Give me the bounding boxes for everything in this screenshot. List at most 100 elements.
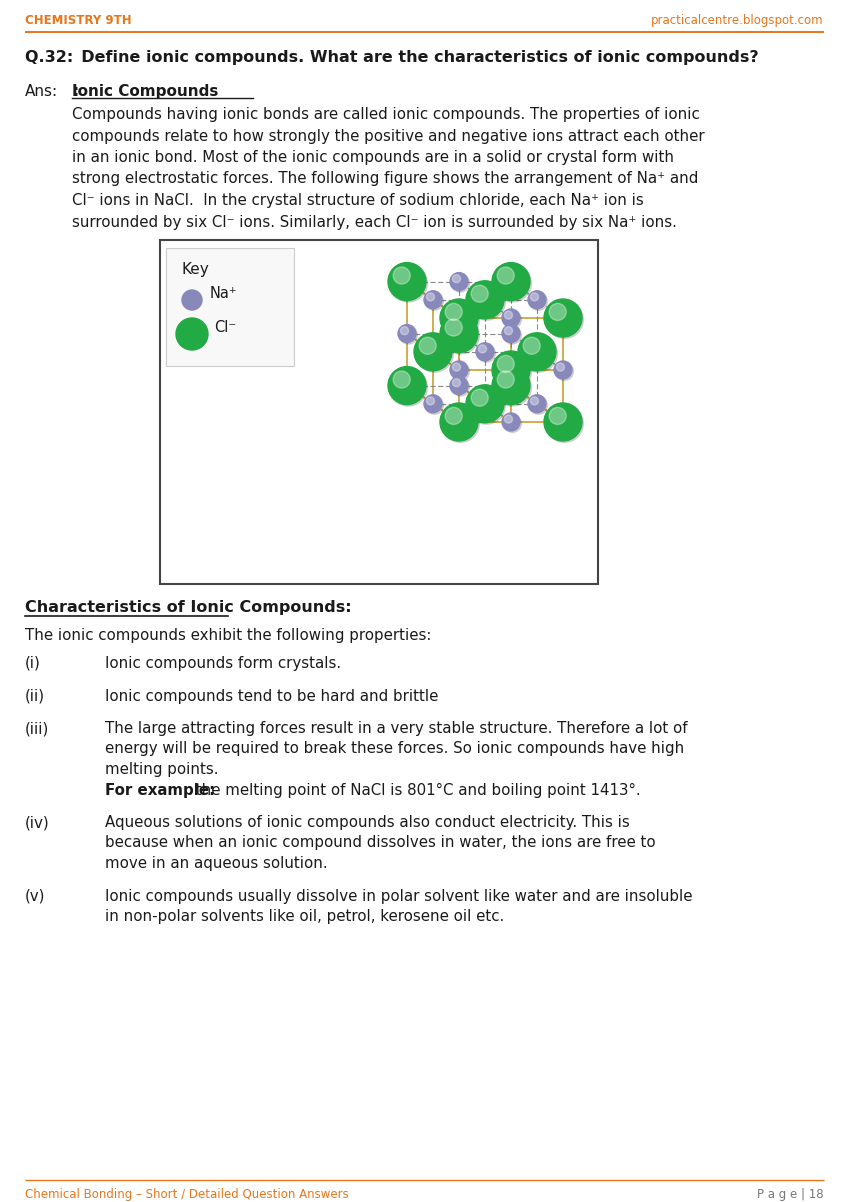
Circle shape: [398, 325, 416, 343]
Circle shape: [445, 407, 462, 424]
Circle shape: [466, 281, 504, 319]
Text: Compounds having ionic bonds are called ionic compounds. The properties of ionic: Compounds having ionic bonds are called …: [72, 107, 700, 121]
Circle shape: [466, 385, 504, 423]
Text: The ionic compounds exhibit the following properties:: The ionic compounds exhibit the followin…: [25, 627, 431, 643]
Circle shape: [440, 315, 478, 352]
Circle shape: [492, 262, 530, 300]
Circle shape: [182, 290, 202, 310]
Text: the melting point of NaCl is 801°C and boiling point 1413°.: the melting point of NaCl is 801°C and b…: [191, 783, 641, 797]
Text: practicalcentre.blogspot.com: practicalcentre.blogspot.com: [651, 14, 824, 26]
Text: Key: Key: [182, 262, 210, 276]
Circle shape: [530, 397, 548, 415]
Text: strong electrostatic forces. The following figure shows the arrangement of Na⁺ a: strong electrostatic forces. The followi…: [72, 172, 699, 186]
Circle shape: [544, 299, 582, 337]
Circle shape: [445, 303, 462, 321]
Text: Cl⁻ ions in NaCl.  In the crystal structure of sodium chloride, each Na⁺ ion is: Cl⁻ ions in NaCl. In the crystal structu…: [72, 194, 644, 208]
Circle shape: [477, 344, 496, 362]
Text: surrounded by six Cl⁻ ions. Similarly, each Cl⁻ ion is surrounded by six Na⁺ ion: surrounded by six Cl⁻ ions. Similarly, e…: [72, 214, 677, 230]
Circle shape: [556, 363, 565, 371]
Circle shape: [471, 285, 488, 302]
Circle shape: [549, 407, 566, 424]
Text: Ionic Compounds: Ionic Compounds: [72, 84, 218, 99]
Circle shape: [518, 333, 556, 370]
FancyBboxPatch shape: [160, 240, 598, 584]
Text: Q.32: Define ionic compounds. What are the characteristics of ionic compounds?: Q.32: Define ionic compounds. What are t…: [25, 50, 759, 65]
Text: (v): (v): [25, 888, 46, 904]
Text: Characteristics of Ionic Compounds:: Characteristics of Ionic Compounds:: [25, 600, 351, 615]
Text: (i): (i): [25, 656, 41, 671]
Text: Ionic compounds tend to be hard and brittle: Ionic compounds tend to be hard and brit…: [105, 689, 438, 703]
Circle shape: [452, 379, 469, 397]
Circle shape: [426, 293, 435, 300]
Circle shape: [492, 351, 530, 389]
Circle shape: [424, 394, 442, 412]
Circle shape: [425, 292, 443, 310]
Circle shape: [441, 316, 480, 355]
Circle shape: [504, 415, 513, 423]
Circle shape: [414, 333, 452, 370]
Circle shape: [530, 292, 548, 310]
Circle shape: [450, 376, 468, 394]
Circle shape: [479, 345, 486, 353]
Circle shape: [498, 371, 514, 388]
Circle shape: [390, 264, 428, 302]
Text: The large attracting forces result in a very stable structure. Therefore a lot o: The large attracting forces result in a …: [105, 721, 688, 736]
Circle shape: [453, 275, 460, 282]
Circle shape: [445, 319, 462, 337]
Circle shape: [502, 413, 520, 432]
Circle shape: [441, 405, 480, 442]
Text: Chemical Bonding – Short / Detailed Question Answers: Chemical Bonding – Short / Detailed Ques…: [25, 1188, 349, 1201]
Text: in an ionic bond. Most of the ionic compounds are in a solid or crystal form wit: in an ionic bond. Most of the ionic comp…: [72, 150, 674, 165]
Circle shape: [440, 299, 478, 337]
Circle shape: [493, 264, 531, 302]
Circle shape: [503, 326, 521, 344]
Circle shape: [426, 397, 435, 405]
Circle shape: [528, 394, 546, 412]
Circle shape: [471, 389, 488, 406]
Text: melting points.: melting points.: [105, 762, 218, 776]
Text: compounds relate to how strongly the positive and negative ions attract each oth: compounds relate to how strongly the pos…: [72, 129, 705, 143]
Text: Ionic compounds form crystals.: Ionic compounds form crystals.: [105, 656, 341, 671]
Circle shape: [425, 397, 443, 415]
Text: (ii): (ii): [25, 689, 45, 703]
Circle shape: [503, 310, 521, 328]
Circle shape: [528, 291, 546, 309]
Text: in non-polar solvents like oil, petrol, kerosene oil etc.: in non-polar solvents like oil, petrol, …: [105, 909, 504, 924]
Circle shape: [390, 368, 428, 406]
Circle shape: [549, 303, 566, 321]
Circle shape: [523, 338, 540, 355]
Circle shape: [498, 267, 514, 284]
Text: Na⁺: Na⁺: [210, 286, 238, 300]
Circle shape: [400, 326, 418, 344]
Circle shape: [504, 327, 513, 335]
Circle shape: [393, 371, 410, 388]
Circle shape: [452, 363, 469, 381]
Circle shape: [546, 300, 583, 339]
Circle shape: [450, 273, 468, 291]
Circle shape: [531, 397, 538, 405]
Circle shape: [415, 334, 453, 373]
Circle shape: [498, 356, 514, 373]
Circle shape: [555, 363, 574, 381]
Circle shape: [544, 403, 582, 441]
Circle shape: [441, 300, 480, 339]
Circle shape: [388, 367, 426, 405]
Circle shape: [476, 343, 494, 361]
Text: move in an aqueous solution.: move in an aqueous solution.: [105, 856, 328, 871]
Circle shape: [452, 274, 469, 292]
Circle shape: [468, 386, 505, 424]
Circle shape: [424, 291, 442, 309]
Text: Cl⁻: Cl⁻: [214, 320, 236, 334]
Circle shape: [468, 282, 505, 320]
Circle shape: [419, 338, 436, 355]
Circle shape: [502, 325, 520, 343]
Text: For example:: For example:: [105, 783, 215, 797]
Circle shape: [520, 334, 558, 373]
Text: (iii): (iii): [25, 721, 49, 736]
Circle shape: [493, 368, 531, 406]
Circle shape: [440, 403, 478, 441]
Circle shape: [504, 311, 513, 320]
Circle shape: [176, 319, 208, 350]
Circle shape: [503, 415, 521, 433]
Text: Ans:: Ans:: [25, 84, 58, 99]
